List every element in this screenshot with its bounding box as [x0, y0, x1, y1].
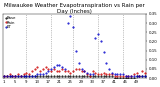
Rain [14, 76, 16, 77]
Rain [144, 72, 146, 73]
Base [14, 76, 16, 77]
ET [14, 76, 16, 77]
ET [136, 76, 138, 77]
ET [69, 15, 71, 16]
ET [144, 76, 146, 77]
Base [136, 76, 138, 77]
Rain [3, 76, 5, 77]
ET [3, 76, 5, 77]
Rain [72, 70, 74, 71]
Base [69, 76, 71, 77]
Base [3, 76, 5, 77]
Line: Base: Base [4, 76, 146, 79]
Title: Milwaukee Weather Evapotranspiration vs Rain per Day (Inches): Milwaukee Weather Evapotranspiration vs … [4, 3, 145, 14]
ET [92, 74, 93, 75]
ET [72, 26, 74, 27]
Rain [56, 70, 58, 71]
Rain [92, 70, 93, 71]
Base [144, 76, 146, 77]
Base [114, 78, 116, 79]
ET [53, 67, 55, 68]
ET [97, 34, 99, 35]
Base [53, 76, 55, 77]
Rain [97, 74, 99, 75]
Legend: Base, Rain, ET: Base, Rain, ET [5, 16, 17, 29]
Base [94, 76, 96, 77]
Base [89, 76, 91, 77]
Rain [36, 67, 38, 68]
Line: ET: ET [4, 15, 146, 77]
Rain [136, 72, 138, 73]
Line: Rain: Rain [4, 66, 146, 77]
